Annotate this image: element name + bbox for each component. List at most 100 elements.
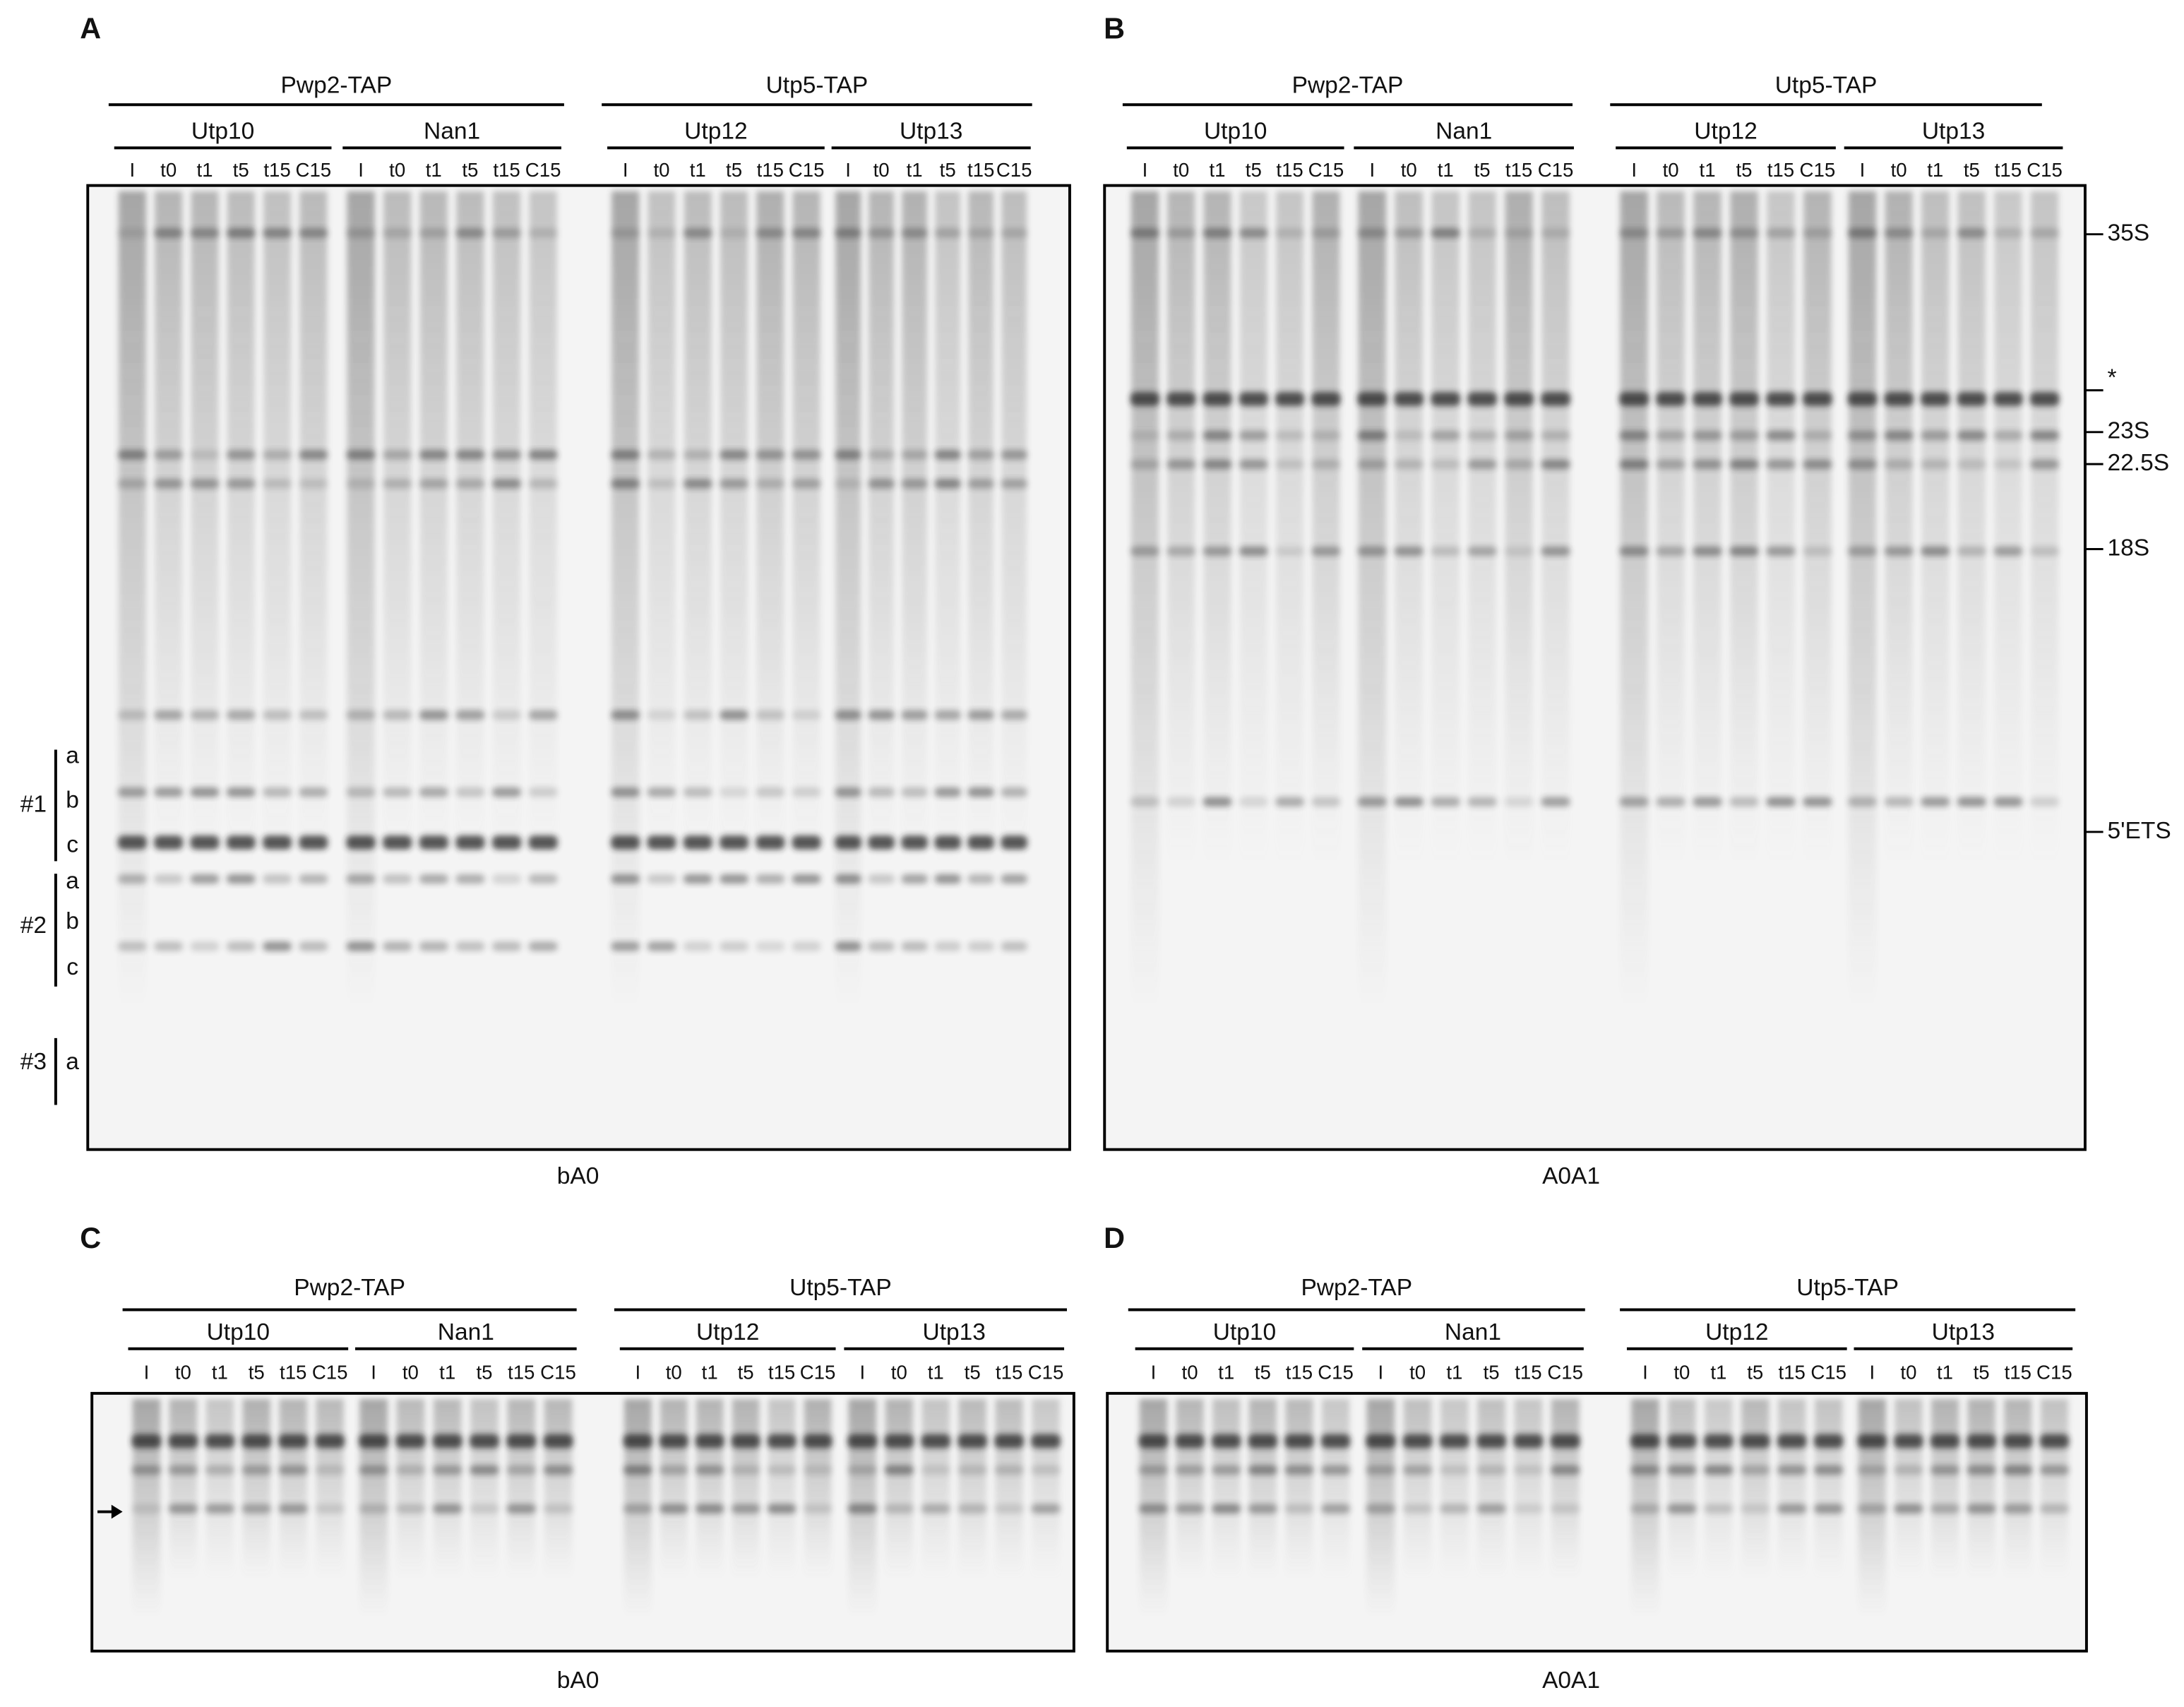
lane-label: t0 [1900,1362,1916,1384]
gel-band [1729,228,1759,238]
gel-band [901,228,928,238]
gel-band [1138,1465,1169,1475]
gel-band [1284,1504,1314,1514]
gel-band [299,941,328,951]
gel-band [1704,1465,1734,1475]
gel-band [1729,392,1759,406]
gel-band [934,787,961,797]
gel-band [868,228,895,238]
lane-label: t15 [263,159,290,181]
gel-band [647,228,676,238]
lane-smear [1894,1398,1923,1580]
gel-band [1656,228,1685,238]
band-item-label: a [66,868,79,894]
gel-band [720,228,749,238]
gel-band [835,478,861,489]
gel-band [1366,1504,1396,1514]
gel-band [1031,1434,1061,1449]
lane-smear [1440,1398,1469,1580]
gel-band [1619,546,1649,557]
lane-label: C15 [525,159,561,181]
lane-label: t5 [1246,159,1262,181]
lane-label: t1 [1937,1362,1953,1384]
lane-smear [768,1398,796,1580]
gel-band [868,787,895,797]
gel-band [1777,1434,1807,1449]
gel-band [299,478,328,489]
gel-band [1357,459,1388,470]
gel-band [1766,546,1796,557]
gel-band [1001,835,1028,850]
gel-band [419,941,448,951]
gel-band [803,1504,833,1514]
lane-smear [1285,1398,1313,1580]
gel-band [263,449,292,460]
gel-band [491,449,522,460]
lane-label: t1 [1210,159,1226,181]
gel-band [506,1465,537,1475]
gel-band [957,1434,987,1449]
lane-label: t15 [508,1362,535,1384]
lane-label: I [1369,159,1375,181]
gel-band [1993,392,2023,406]
gel-band [1857,1465,1887,1475]
lane-label: t1 [1218,1362,1234,1384]
gel-band [1239,797,1268,807]
lane-label: t5 [476,1362,492,1384]
gel-band [131,1504,162,1514]
lane-smear [1276,191,1304,867]
gel-band [803,1434,833,1449]
lane-smear [2040,1398,2069,1580]
subgroup-label: Nan1 [1436,119,1492,145]
lane-label: t0 [160,159,177,181]
gel-band [623,1465,652,1475]
gel-band [1175,1434,1205,1449]
lane-smear [2004,1398,2032,1580]
gel-band [1630,1465,1660,1475]
lane-label: t15 [1286,1362,1313,1384]
gel-band [359,1434,389,1449]
gel-band [491,874,522,884]
gel-band [1275,228,1305,238]
gel-band [1467,546,1497,557]
gel-band [117,874,147,884]
lane-smear [492,191,521,867]
gel-band [1311,228,1341,238]
gel-band [1803,392,1832,406]
gel-band [792,478,821,489]
gel-band [1729,430,1759,441]
gel-band [528,787,558,797]
gel-band [1431,797,1460,807]
gel-band [611,449,640,460]
lane-smear [169,1398,198,1580]
lane-smear [1814,1398,1843,1580]
gel-band [1693,228,1722,238]
gel-band [543,1504,573,1514]
gel-band [528,228,558,238]
gel-band [241,1504,272,1514]
lane-smear [1730,191,1758,867]
gel-band [455,835,485,850]
subgroup-label: Utp13 [922,1319,985,1345]
gel-band [299,228,328,238]
gel-band [647,874,676,884]
lane-label: t5 [249,1362,265,1384]
lane-smear [191,191,219,867]
gel-band [1803,546,1832,557]
gel-band [1394,459,1424,470]
gel-band [543,1465,573,1475]
marker-label: 22.5S [2108,450,2170,476]
gel-band [1467,392,1497,406]
lane-label: t5 [1736,159,1752,181]
lane-label: t0 [891,1362,907,1384]
gel-band [792,835,821,850]
gel-band [491,478,522,489]
gel-band [1656,392,1685,406]
gel-band [395,1504,426,1514]
group-label: Pwp2-TAP [281,72,393,98]
lane-smear [347,191,375,1011]
gel-band [756,710,785,720]
lane-smear [935,191,961,867]
gel-band [1504,797,1534,807]
